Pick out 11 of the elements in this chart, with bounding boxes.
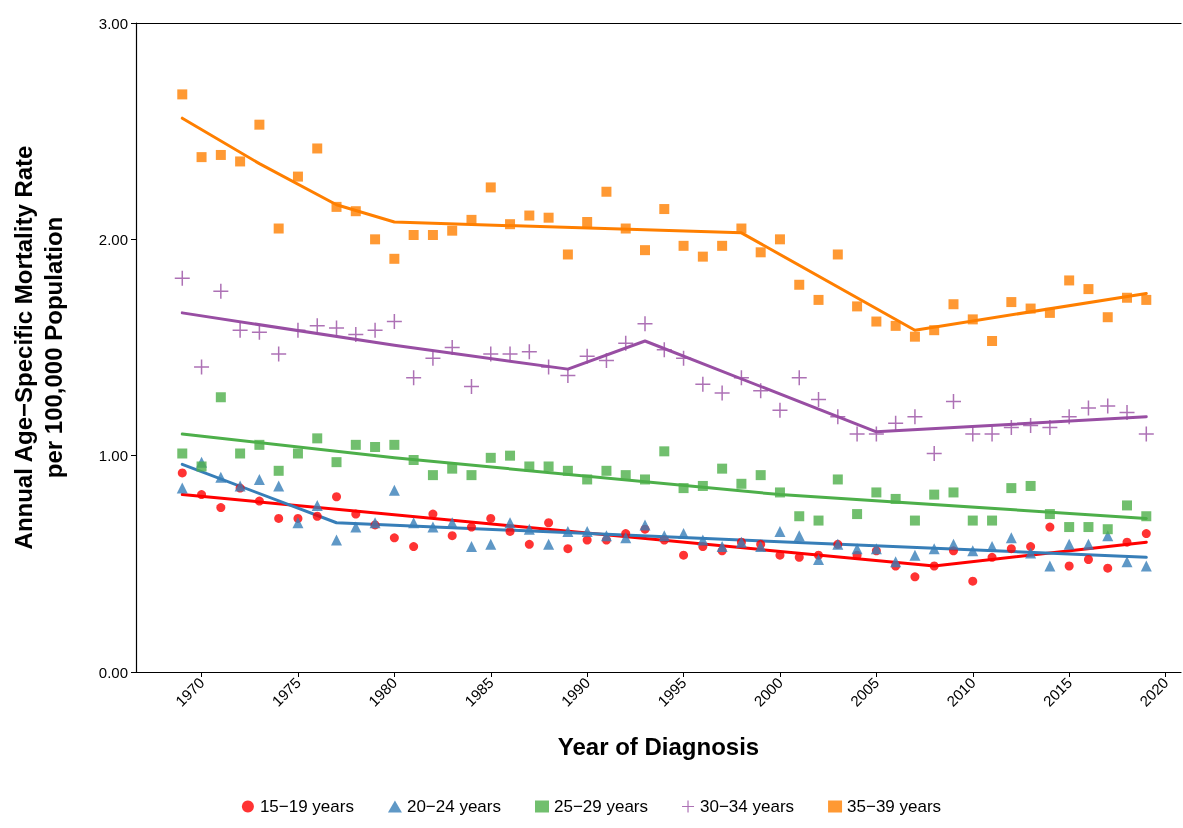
x-axis-title: Year of Diagnosis (557, 732, 760, 760)
legend-label: 20−24 years (406, 797, 501, 816)
y-tick-label: 0.00 (98, 663, 128, 681)
legend-label: 30−34 years (700, 797, 795, 816)
y-tick-label: 3.00 (98, 14, 128, 32)
y-tick-label: 2.00 (98, 230, 128, 248)
legend-label: 25−29 years (553, 797, 649, 816)
legend-label: 35−39 years (847, 797, 942, 816)
y-tick-label: 1.00 (98, 447, 128, 465)
y-axis-title: Annual Age−Specific Mortality Rate per 100,000 Population (9, 145, 67, 550)
legend-label: 15−19 years (259, 797, 354, 816)
